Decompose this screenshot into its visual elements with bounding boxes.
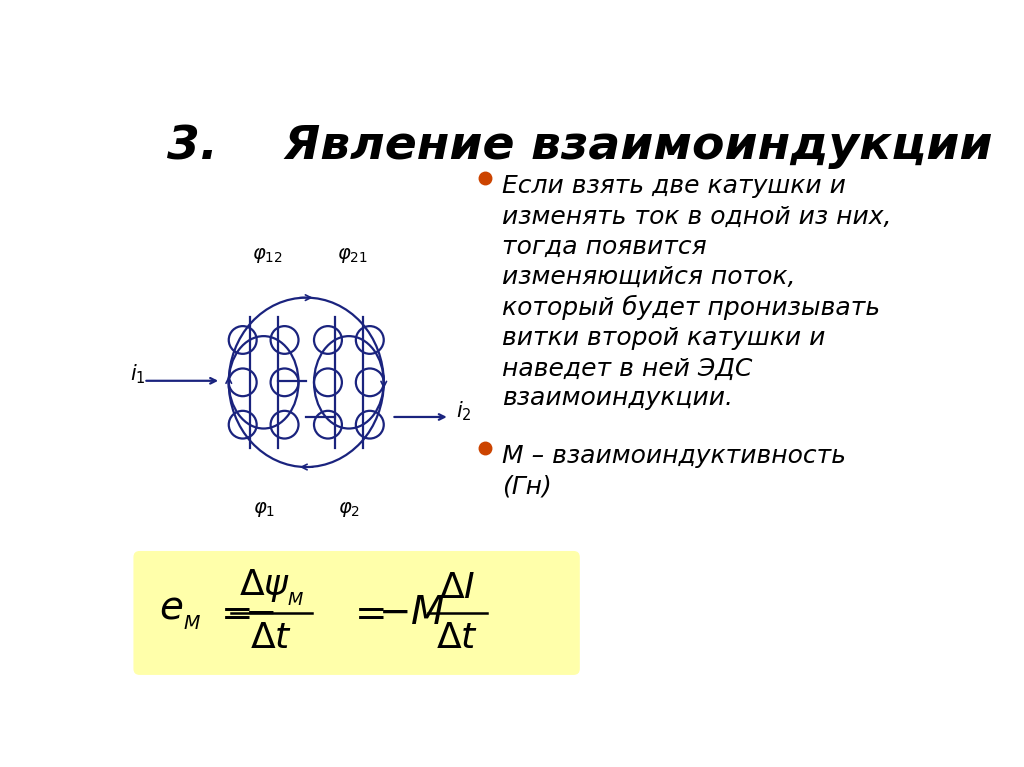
FancyBboxPatch shape [133,551,580,675]
Text: 3.    Явление взаимоиндукции: 3. Явление взаимоиндукции [167,124,992,170]
Text: $\Delta\psi_{_M}$: $\Delta\psi_{_M}$ [239,568,304,608]
Text: $\Delta t$: $\Delta t$ [436,621,478,654]
Text: $\Delta I$: $\Delta I$ [439,571,475,605]
Text: $-M$: $-M$ [378,594,444,632]
Text: Если взять две катушки и
изменять ток в одной из них,
тогда появится
изменяющийс: Если взять две катушки и изменять ток в … [503,174,892,410]
Text: $i_1$: $i_1$ [130,363,146,387]
Text: $\varphi_{2}$: $\varphi_{2}$ [338,500,359,519]
Text: $=$: $=$ [213,594,251,632]
Text: $\varphi_{21}$: $\varphi_{21}$ [337,245,369,265]
Text: $e_{_M}$: $e_{_M}$ [159,594,201,632]
Text: $=$: $=$ [346,594,385,632]
Text: $\Delta t$: $\Delta t$ [251,621,293,654]
Text: $\varphi_{12}$: $\varphi_{12}$ [252,245,283,265]
Text: $\varphi_{1}$: $\varphi_{1}$ [253,500,274,519]
FancyBboxPatch shape [119,83,931,692]
Text: М – взаимоиндуктивность
(Гн): М – взаимоиндуктивность (Гн) [503,444,846,498]
Text: $-$: $-$ [245,594,274,632]
Text: $i_2$: $i_2$ [456,400,471,423]
